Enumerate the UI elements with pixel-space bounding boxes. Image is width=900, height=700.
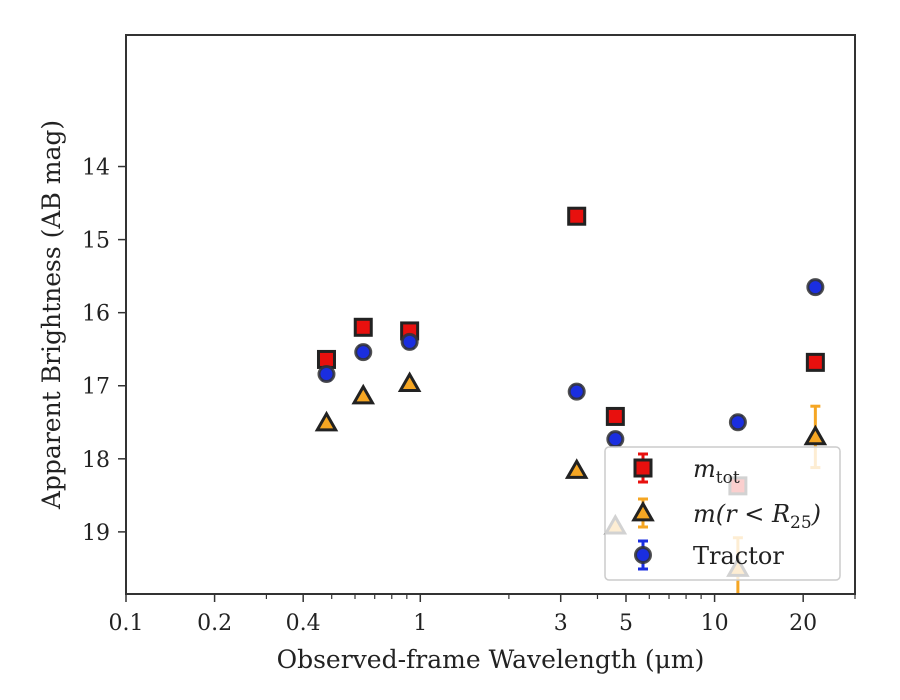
- data-point: [605, 406, 625, 426]
- x-tick-label: 1: [413, 611, 427, 636]
- x-axis-label: Observed-frame Wavelength (μm): [277, 645, 705, 674]
- data-point: [806, 278, 825, 297]
- legend-entry: m(r < R25): [631, 497, 821, 533]
- legend-label: m(r < R25): [693, 500, 821, 533]
- x-tick-label: 0.4: [286, 611, 321, 636]
- y-tick-label: 19: [82, 521, 110, 546]
- data-point: [353, 317, 373, 337]
- x-tick-label: 5: [619, 611, 633, 636]
- y-tick-label: 18: [82, 448, 110, 473]
- data-point: [564, 458, 589, 479]
- data-point: [354, 343, 373, 362]
- legend-marker: [633, 458, 653, 478]
- legend-entry: mtot: [633, 452, 740, 488]
- legend-box: [604, 446, 841, 581]
- x-tick-label: 10: [701, 611, 729, 636]
- y-tick-label: 16: [82, 302, 110, 327]
- data-point: [728, 413, 747, 432]
- legend-marker: [631, 500, 655, 522]
- y-tick-label: 14: [82, 156, 110, 181]
- x-tick-label: 20: [789, 611, 817, 636]
- chart-ticks: 0.1 0.2 0.4 1 3 5 10 20 14 15 16 17 18 19: [82, 156, 856, 636]
- chart-axes: [125, 34, 856, 595]
- data-point: [314, 410, 339, 432]
- data-point: [803, 424, 828, 446]
- data-point: [567, 382, 586, 401]
- data-point: [317, 365, 336, 384]
- y-tick-label: 17: [82, 375, 110, 400]
- legend: mtot m(r < R25) Tractor: [604, 446, 841, 581]
- legend-marker: [634, 546, 652, 564]
- data-point: [397, 371, 422, 392]
- data-point: [805, 352, 825, 372]
- series-square: [316, 206, 825, 496]
- data-point: [606, 430, 625, 449]
- data-point: [400, 332, 419, 351]
- y-axis-label: Apparent Brightness (AB mag): [37, 120, 66, 510]
- series-circle: [317, 278, 825, 449]
- legend-entry: Tractor: [634, 539, 784, 571]
- legend-label: mtot: [693, 455, 740, 488]
- x-tick-label: 3: [554, 611, 568, 636]
- data-point: [316, 349, 336, 369]
- plot-frame: [125, 34, 856, 595]
- legend-label: Tractor: [693, 542, 784, 570]
- data-point: [567, 206, 587, 226]
- y-tick-label: 15: [82, 229, 110, 254]
- x-tick-label: 0.1: [109, 611, 144, 636]
- x-tick-label: 0.2: [197, 611, 232, 636]
- data-point: [351, 383, 376, 405]
